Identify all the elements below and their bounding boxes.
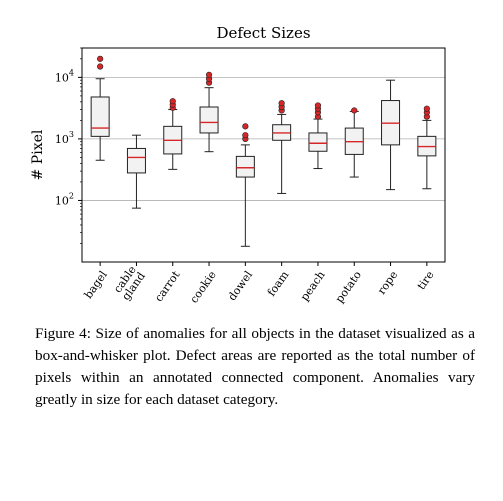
outlier-point (242, 123, 249, 130)
outlier-point (351, 107, 358, 114)
y-tick-label: 104 (55, 68, 74, 84)
x-tick-label: cookie (187, 269, 218, 306)
x-tick-label: rope (375, 269, 400, 297)
outlier-point (278, 100, 285, 107)
outlier-point (97, 55, 104, 62)
outlier-point (205, 71, 213, 78)
box-dowel (235, 123, 255, 247)
x-tick-label: cablegland (110, 263, 148, 302)
chart-title: Defect Sizes (216, 24, 310, 42)
box-potato (344, 107, 364, 178)
x-tick-label: carrot (152, 268, 183, 304)
iqr-box (199, 106, 219, 134)
iqr-box (126, 147, 146, 174)
outlier-point (423, 105, 430, 112)
y-axis-label: # Pixel (30, 129, 46, 180)
figure-caption: Figure 4: Size of anomalies for all obje… (35, 325, 475, 408)
x-tick-label: potato (333, 268, 364, 305)
box-carrot (163, 98, 183, 170)
iqr-box (90, 96, 110, 137)
x-tick-label: bagel (82, 268, 111, 301)
y-tick-label: 102 (55, 191, 74, 207)
outlier-point (314, 102, 322, 109)
x-tick-label: tire (415, 269, 437, 293)
x-tick-label: dowel (225, 268, 255, 303)
iqr-box (308, 132, 328, 152)
outlier-point (242, 132, 249, 139)
box-cable-gland (126, 134, 146, 209)
outlier-point (169, 98, 176, 105)
y-tick-label: 103 (55, 130, 74, 146)
box-tire (417, 105, 437, 190)
outlier-point (97, 63, 104, 70)
box-rope (381, 79, 401, 191)
x-tick-label: foam (265, 268, 292, 299)
box-foam (272, 100, 292, 194)
box-cookie (199, 71, 219, 153)
box-peach (308, 102, 328, 170)
x-tick-label: peach (298, 269, 328, 304)
plot-frame (81, 47, 446, 263)
box-bagel (90, 55, 110, 161)
box-plot-chart: 102 103 104 Defect Sizes # Pixel bagel cablegl… (30, 24, 446, 306)
iqr-box (235, 155, 255, 178)
